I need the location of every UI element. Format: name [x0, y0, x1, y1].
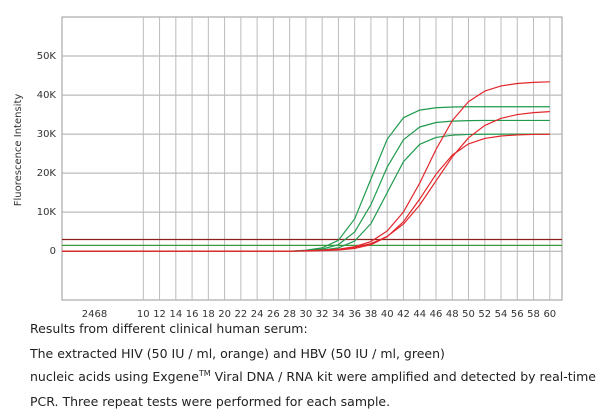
x-tick-label: 42: [397, 309, 410, 320]
plot-frame: [61, 16, 563, 301]
caption-line: Results from different clinical human se…: [30, 321, 308, 336]
y-tick-label: 30K: [37, 129, 57, 140]
x-tick-label: 2468: [82, 309, 107, 320]
x-tick-label: 20: [218, 309, 231, 320]
x-tick-label: 24: [251, 309, 264, 320]
x-tick-label: 50: [462, 309, 475, 320]
y-tick-label: 50K: [37, 51, 57, 62]
x-tick-label: 44: [413, 309, 426, 320]
x-tick-label: 28: [283, 309, 296, 320]
x-tick-label: 46: [430, 309, 443, 320]
x-tick-label: 26: [267, 309, 280, 320]
caption-line: The extracted HIV (50 IU / ml, orange) a…: [30, 346, 445, 361]
x-tick-label: 12: [153, 309, 166, 320]
x-tick-label: 56: [511, 309, 524, 320]
caption-text: nucleic acids using Exgene: [30, 369, 199, 385]
caption-text: Viral DNA / RNA kit were amplified and d…: [210, 369, 596, 385]
x-tick-label: 34: [332, 309, 345, 320]
y-tick-label: 10K: [37, 207, 57, 218]
caption-line: PCR. Three repeat tests were performed f…: [30, 394, 391, 409]
caption-line: nucleic acids using ExgeneTM Viral DNA /…: [30, 369, 596, 384]
x-tick-label: 40: [381, 309, 394, 320]
x-tick-label: 60: [543, 309, 556, 320]
curve: [62, 133, 550, 252]
y-tick-label: 40K: [37, 90, 57, 101]
caption-sup: TM: [198, 369, 211, 378]
x-tick-label: 58: [527, 309, 540, 320]
x-tick-label: 18: [202, 309, 215, 320]
x-tick-label: 48: [446, 309, 459, 320]
x-tick-label: 38: [365, 309, 378, 320]
x-tick-label: 30: [300, 309, 313, 320]
y-tick-label: 20K: [37, 168, 57, 179]
x-tick-label: 14: [169, 309, 182, 320]
chart: Fluorescence Intensity 0 10K 20K 30K 40K 50K 2…: [13, 16, 563, 320]
y-tick-label: 0: [50, 246, 56, 257]
x-tick-label: 32: [316, 309, 329, 320]
x-tick-label: 36: [348, 309, 361, 320]
y-axis-label: Fluorescence Intensity: [13, 94, 24, 207]
x-tick-label: 10: [137, 309, 150, 320]
x-tick-label: 22: [234, 309, 247, 320]
x-tick-label: 52: [478, 309, 491, 320]
x-tick-label: 54: [495, 309, 508, 320]
x-tick-label: 16: [186, 309, 199, 320]
